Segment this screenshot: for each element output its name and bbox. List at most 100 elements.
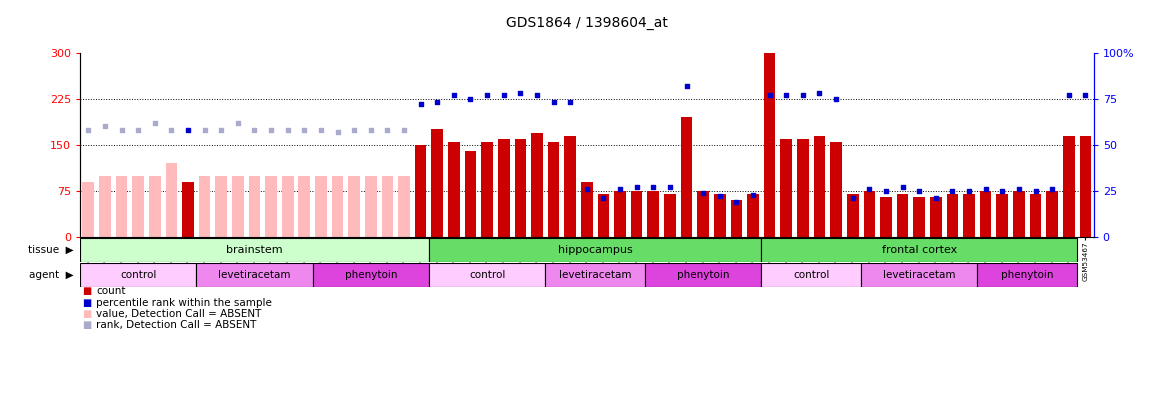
Bar [515,139,526,237]
Bar [880,197,891,237]
Text: rank, Detection Call = ABSENT: rank, Detection Call = ABSENT [96,320,256,330]
Text: tissue  ▶: tissue ▶ [28,245,74,255]
Point [910,188,929,194]
Bar [1013,191,1024,237]
Point [710,193,729,200]
Point [827,96,846,102]
Text: percentile rank within the sample: percentile rank within the sample [96,298,273,307]
Point [1060,92,1078,98]
Bar [115,175,127,237]
Point [1027,188,1045,194]
Bar [914,197,926,237]
Text: control: control [120,270,156,280]
Point [544,99,563,106]
Point [976,186,995,192]
Point [428,99,447,106]
Point [577,186,596,192]
Point [627,184,646,190]
Point [328,129,347,135]
Text: control: control [469,270,506,280]
Bar [149,175,161,237]
Text: levetiracetam: levetiracetam [883,270,955,280]
Bar [847,194,858,237]
Text: phenytoin: phenytoin [1001,270,1054,280]
Point [95,123,114,130]
Bar [313,263,429,287]
Text: ■: ■ [82,309,92,319]
Bar [763,53,775,237]
Bar [797,139,809,237]
Text: levetiracetam: levetiracetam [559,270,632,280]
Bar [465,151,476,237]
Bar [1063,136,1075,237]
Bar [897,194,908,237]
Bar [930,197,942,237]
Point [644,184,663,190]
Bar [830,142,842,237]
Text: agent  ▶: agent ▶ [29,270,74,280]
Point [494,92,513,98]
Point [777,92,796,98]
Point [694,190,713,196]
Bar [166,163,178,237]
Text: frontal cortex: frontal cortex [882,245,957,255]
Point [843,195,862,201]
Bar [415,145,427,237]
Point [195,127,214,133]
Point [960,188,978,194]
Text: count: count [96,286,126,296]
Bar [977,263,1077,287]
Bar [781,139,793,237]
Bar [299,175,310,237]
Point [677,83,696,89]
Text: levetiracetam: levetiracetam [219,270,290,280]
Point [810,90,829,96]
Point [661,184,680,190]
Bar [747,194,759,237]
Point [445,92,463,98]
Bar [996,194,1008,237]
Point [162,127,181,133]
Bar [332,175,343,237]
Bar [348,175,360,237]
Point [461,96,480,102]
Text: GDS1864 / 1398604_at: GDS1864 / 1398604_at [506,16,668,30]
Bar [1047,191,1058,237]
Point [794,92,813,98]
Text: hippocampus: hippocampus [557,245,633,255]
Point [395,127,414,133]
Bar [980,191,991,237]
Bar [481,142,493,237]
Point [1009,186,1028,192]
Point [893,184,911,190]
Text: value, Detection Call = ABSENT: value, Detection Call = ABSENT [96,309,262,319]
Point [1043,186,1062,192]
Point [345,127,363,133]
Bar [597,194,609,237]
Point [412,101,430,107]
Text: ■: ■ [82,320,92,330]
Point [146,119,165,126]
Point [179,127,198,133]
Text: control: control [793,270,829,280]
Text: brainstem: brainstem [226,245,282,255]
Bar [963,194,975,237]
Point [561,99,580,106]
Bar [80,263,196,287]
Bar [80,238,429,262]
Point [993,188,1011,194]
Point [943,188,962,194]
Bar [947,194,958,237]
Bar [761,238,1077,262]
Bar [861,263,977,287]
Bar [365,175,376,237]
Bar [266,175,276,237]
Bar [581,181,593,237]
Point [279,127,298,133]
Bar [548,142,560,237]
Bar [644,263,761,287]
Point [727,199,746,205]
Point [860,186,878,192]
Bar [199,175,211,237]
Point [528,92,547,98]
